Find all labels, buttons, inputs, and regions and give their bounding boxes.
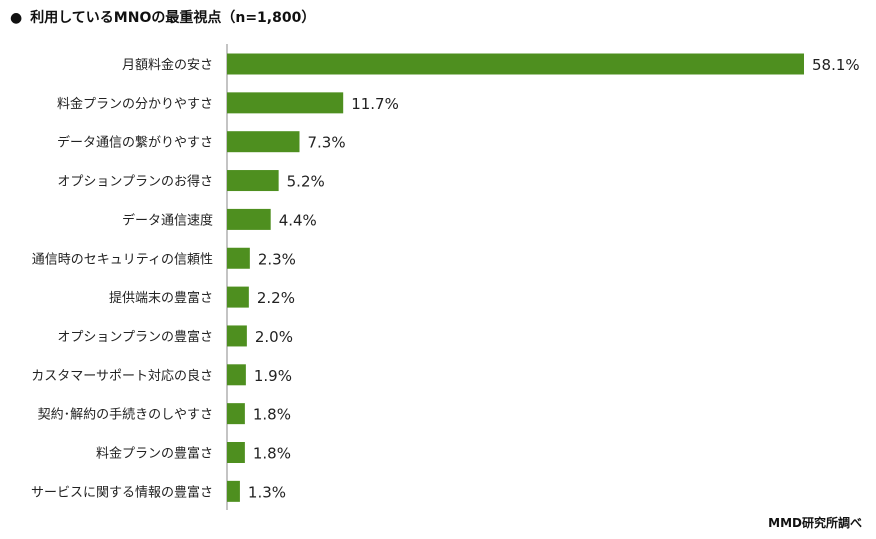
value-label: 58.1% bbox=[812, 56, 860, 74]
value-label: 1.8% bbox=[253, 445, 291, 463]
category-label: 料金プランの分かりやすさ bbox=[57, 96, 213, 112]
value-label: 1.9% bbox=[254, 367, 292, 385]
bar bbox=[227, 286, 249, 308]
category-label: 料金プランの豊富さ bbox=[96, 446, 213, 462]
bar bbox=[227, 53, 804, 75]
bar bbox=[227, 480, 240, 502]
category-label: オプションプランの豊富さ bbox=[57, 329, 213, 345]
value-label: 7.3% bbox=[307, 134, 345, 152]
category-label: 契約･解約の手続きのしやすさ bbox=[38, 408, 213, 423]
value-label: 2.0% bbox=[255, 328, 293, 346]
category-label: オプションプランのお得さ bbox=[57, 174, 213, 190]
value-label: 5.2% bbox=[287, 173, 325, 191]
value-label: 1.8% bbox=[253, 406, 291, 424]
category-label: サービスに関する情報の豊富さ bbox=[31, 484, 213, 500]
bar bbox=[227, 208, 271, 230]
category-label: データ通信速度 bbox=[122, 212, 213, 228]
bar bbox=[227, 403, 245, 425]
category-label: カスタマーサポート対応の良さ bbox=[31, 368, 213, 384]
category-label: データ通信の繋がりやすさ bbox=[57, 135, 213, 151]
value-label: 4.4% bbox=[279, 211, 317, 229]
bar bbox=[227, 442, 245, 463]
value-label: 2.2% bbox=[257, 289, 295, 307]
bar bbox=[227, 247, 250, 269]
category-label: 通信時のセキュリティの信頼性 bbox=[32, 252, 213, 267]
title-bullet: ● bbox=[10, 10, 23, 26]
value-label: 11.7% bbox=[351, 95, 399, 113]
category-label: 提供端末の豊富さ bbox=[109, 290, 213, 306]
bar bbox=[227, 92, 344, 114]
bar bbox=[227, 325, 247, 347]
bar bbox=[227, 170, 279, 192]
title-text: 利用しているMNOの最重視点（n=1,800） bbox=[30, 10, 316, 26]
category-label: 月額料金の安さ bbox=[122, 57, 213, 73]
bar bbox=[227, 131, 300, 153]
chart-title: ● 利用しているMNOの最重視点（n=1,800） bbox=[10, 7, 315, 27]
value-label: 1.3% bbox=[248, 483, 286, 501]
bar bbox=[227, 364, 246, 386]
value-label: 2.3% bbox=[258, 250, 296, 268]
source-credit: MMD研究所調べ bbox=[768, 516, 862, 530]
